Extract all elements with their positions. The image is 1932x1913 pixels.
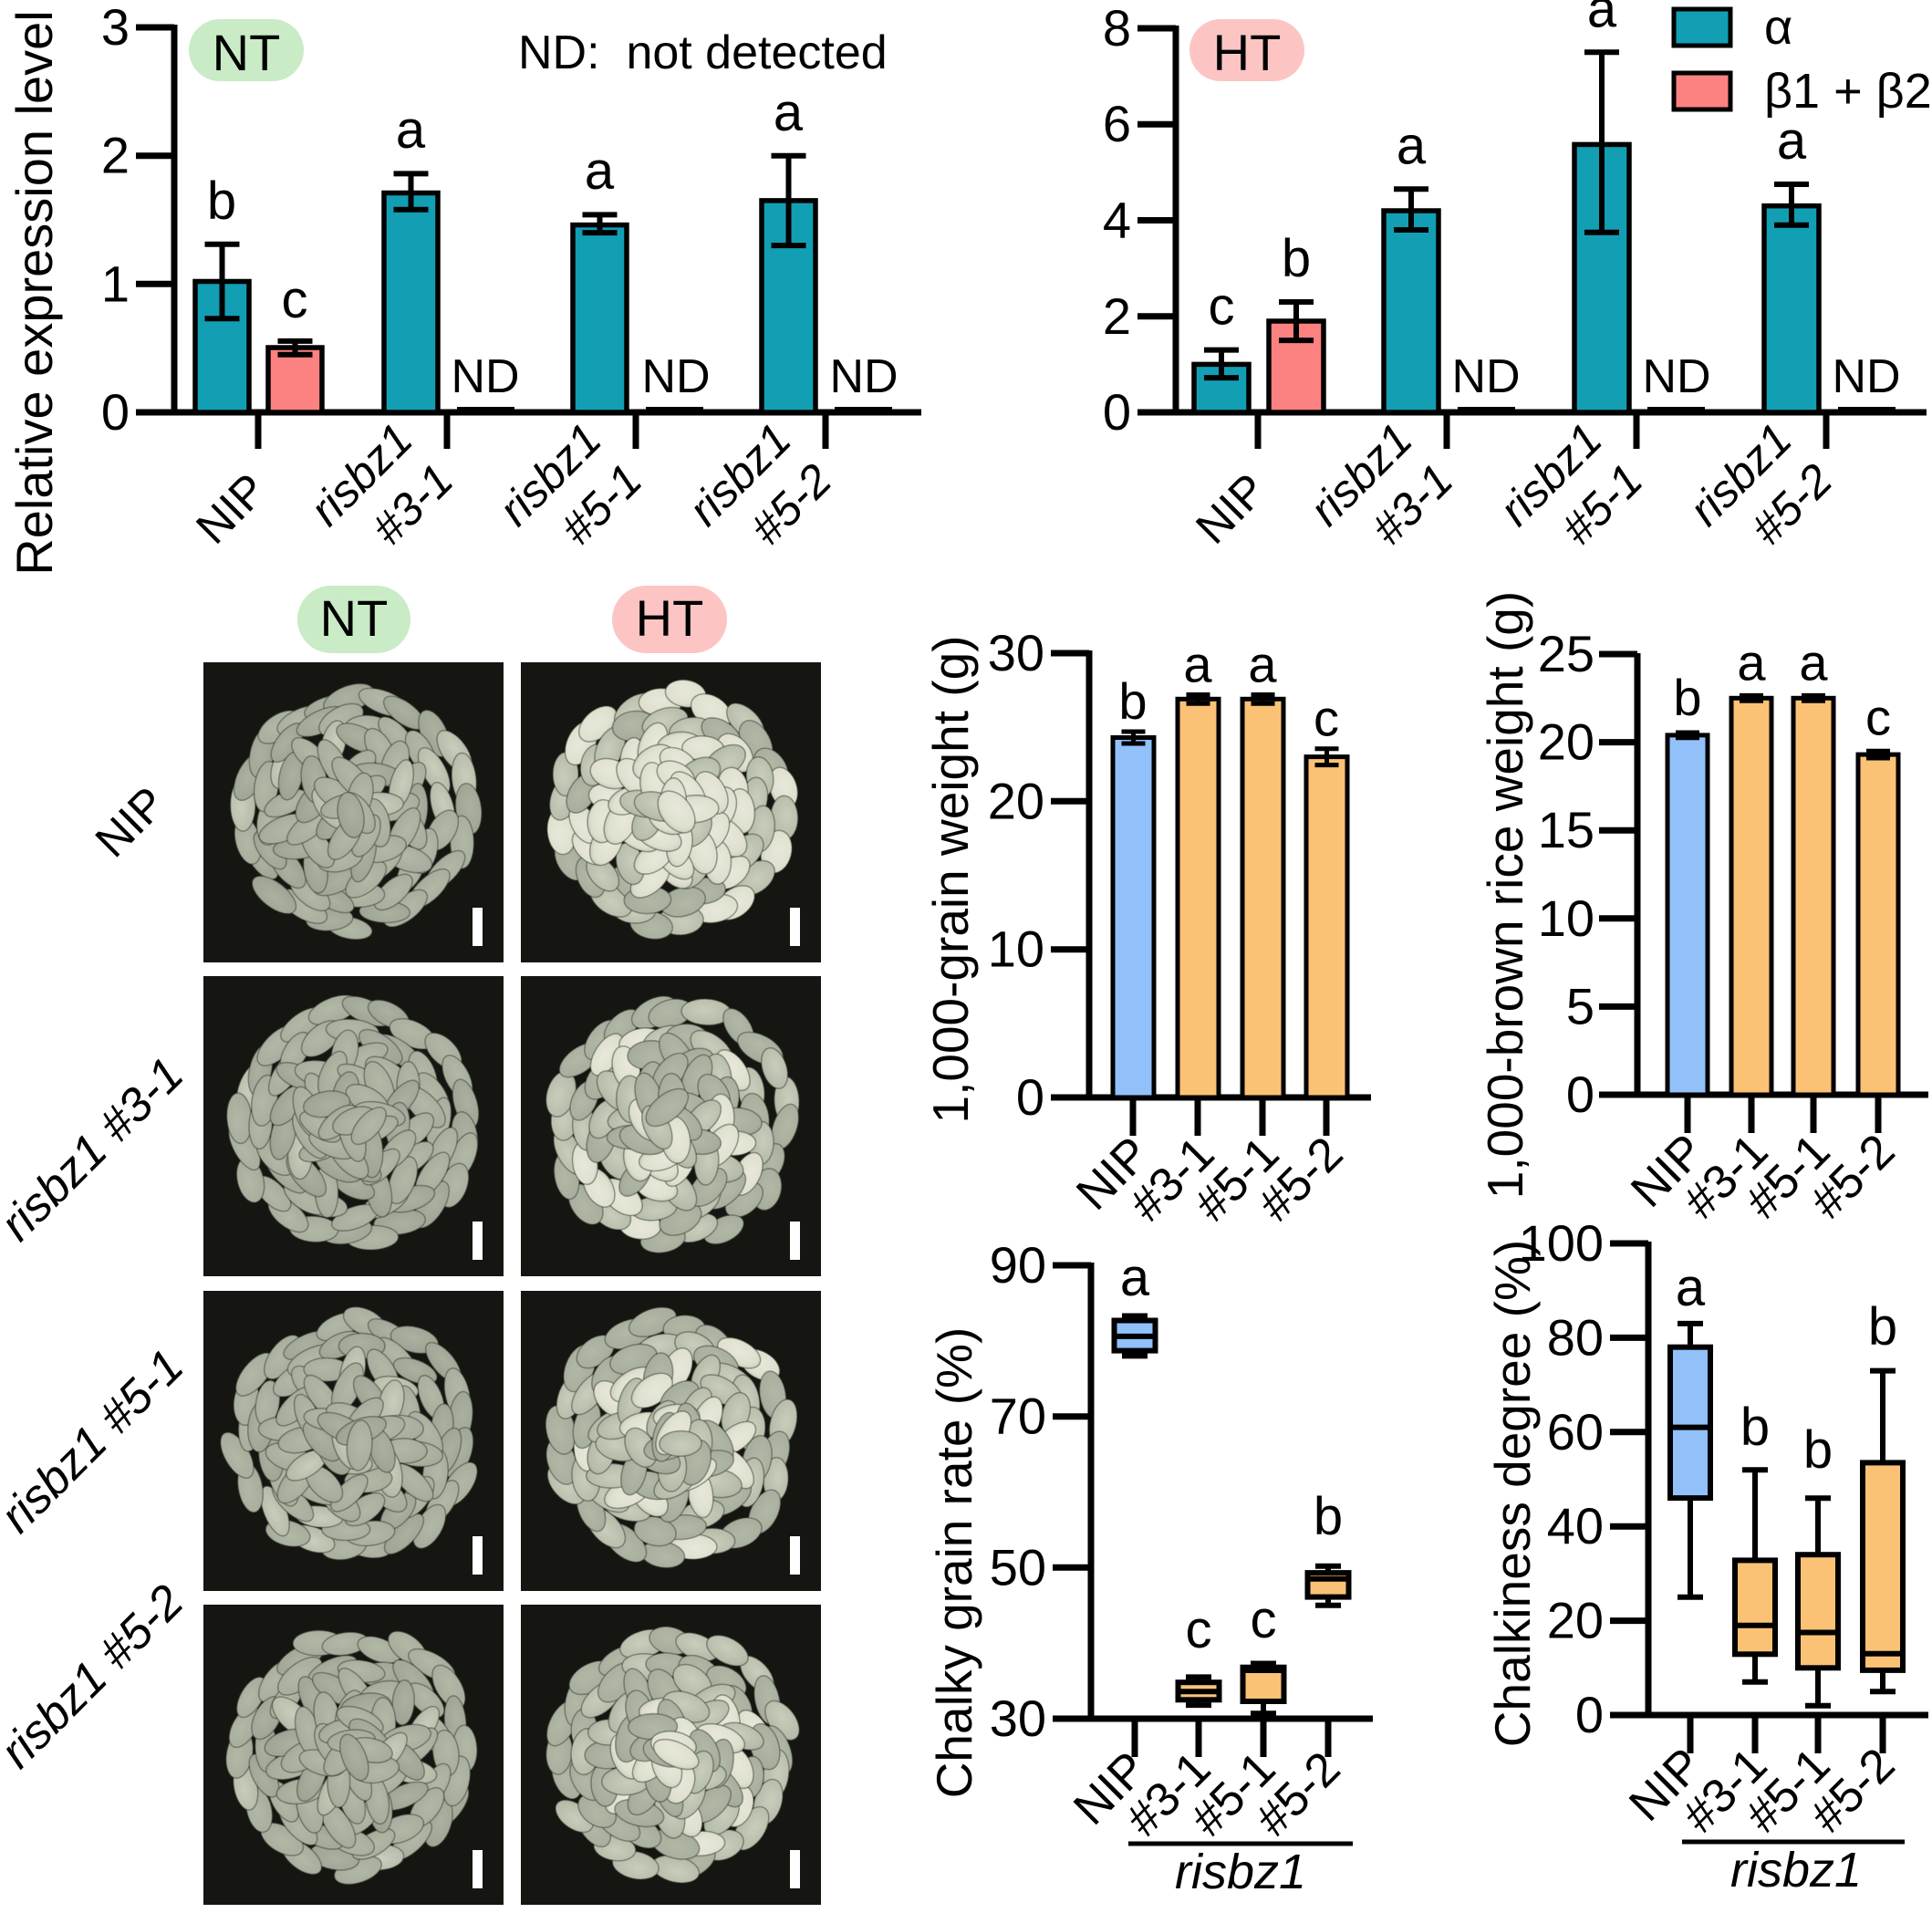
svg-text:c: c — [1314, 690, 1339, 747]
svg-text:b: b — [1868, 1297, 1897, 1357]
svg-text:ND: ND — [1642, 350, 1710, 403]
svg-text:α: α — [1764, 0, 1792, 55]
svg-text:c: c — [1186, 1600, 1212, 1659]
svg-text:risbz1: risbz1 — [1175, 1845, 1306, 1899]
svg-text:a: a — [1777, 111, 1807, 171]
svg-text:Relative expression level: Relative expression level — [5, 10, 63, 575]
svg-text:20: 20 — [1538, 713, 1594, 771]
svg-text:1: 1 — [101, 255, 130, 312]
svg-text:50: 50 — [990, 1538, 1046, 1596]
svg-text:0: 0 — [1016, 1068, 1044, 1126]
svg-text:5: 5 — [1566, 977, 1594, 1034]
svg-text:3: 3 — [101, 0, 130, 56]
svg-text:100: 100 — [1519, 1214, 1604, 1272]
svg-text:a: a — [585, 141, 615, 201]
svg-text:0: 0 — [1566, 1066, 1594, 1123]
svg-text:b: b — [1314, 1487, 1343, 1546]
svg-text:6: 6 — [1103, 95, 1131, 152]
svg-text:10: 10 — [1538, 889, 1594, 947]
svg-text:NT: NT — [213, 24, 281, 81]
svg-text:0: 0 — [1103, 383, 1131, 441]
svg-text:ND: ND — [1451, 350, 1520, 403]
svg-text:HT: HT — [636, 589, 704, 647]
svg-text:1,000-brown rice weight (g): 1,000-brown rice weight (g) — [1477, 591, 1533, 1199]
svg-text:8: 8 — [1103, 0, 1131, 57]
svg-text:c: c — [1251, 1590, 1277, 1649]
svg-text:ND: ND — [1832, 350, 1900, 403]
svg-text:0: 0 — [1575, 1686, 1604, 1743]
svg-text:2: 2 — [101, 127, 130, 184]
svg-text:a: a — [774, 83, 804, 142]
svg-text:b: b — [1673, 669, 1701, 726]
svg-text:2: 2 — [1103, 287, 1131, 345]
svg-text:ND: not detected: ND: not detected — [518, 26, 888, 79]
svg-text:c: c — [1865, 688, 1891, 745]
svg-text:a: a — [1737, 634, 1766, 691]
svg-text:b: b — [1118, 672, 1147, 730]
svg-text:b: b — [1740, 1398, 1770, 1457]
svg-text:a: a — [396, 100, 426, 160]
svg-text:a: a — [1120, 1248, 1150, 1307]
svg-text:20: 20 — [1547, 1592, 1604, 1649]
svg-text:0: 0 — [101, 383, 130, 441]
svg-text:90: 90 — [990, 1236, 1046, 1294]
svg-text:b: b — [1282, 229, 1311, 288]
svg-text:ND: ND — [641, 350, 710, 403]
svg-text:10: 10 — [988, 920, 1044, 978]
svg-text:ND: ND — [451, 350, 519, 403]
svg-text:25: 25 — [1538, 625, 1594, 682]
svg-text:β1 + β2: β1 + β2 — [1764, 64, 1932, 119]
svg-text:4: 4 — [1103, 192, 1131, 249]
svg-text:Chalkiness degree (%): Chalkiness degree (%) — [1484, 1240, 1541, 1747]
svg-text:30: 30 — [988, 624, 1044, 681]
svg-text:70: 70 — [990, 1388, 1046, 1445]
svg-text:b: b — [207, 172, 236, 231]
svg-text:20: 20 — [988, 772, 1044, 829]
svg-text:a: a — [1799, 634, 1828, 691]
svg-text:a: a — [1676, 1258, 1706, 1317]
svg-text:HT: HT — [1213, 24, 1282, 81]
svg-text:30: 30 — [990, 1689, 1046, 1747]
svg-text:c: c — [1209, 277, 1235, 337]
svg-text:a: a — [1183, 636, 1212, 693]
svg-text:a: a — [1397, 116, 1427, 175]
svg-text:risbz1: risbz1 — [1730, 1843, 1862, 1897]
svg-text:a: a — [1248, 636, 1277, 693]
svg-text:b: b — [1803, 1420, 1833, 1480]
svg-text:40: 40 — [1547, 1497, 1604, 1554]
svg-text:80: 80 — [1547, 1308, 1604, 1366]
svg-text:60: 60 — [1547, 1403, 1604, 1461]
svg-text:ND: ND — [829, 350, 898, 403]
svg-text:a: a — [1587, 0, 1617, 38]
svg-text:c: c — [282, 270, 308, 329]
svg-text:15: 15 — [1538, 801, 1594, 858]
svg-text:Chalky grain rate (%): Chalky grain rate (%) — [926, 1327, 982, 1799]
svg-text:1,000-grain weight (g): 1,000-grain weight (g) — [922, 635, 979, 1123]
svg-text:NT: NT — [320, 589, 389, 647]
